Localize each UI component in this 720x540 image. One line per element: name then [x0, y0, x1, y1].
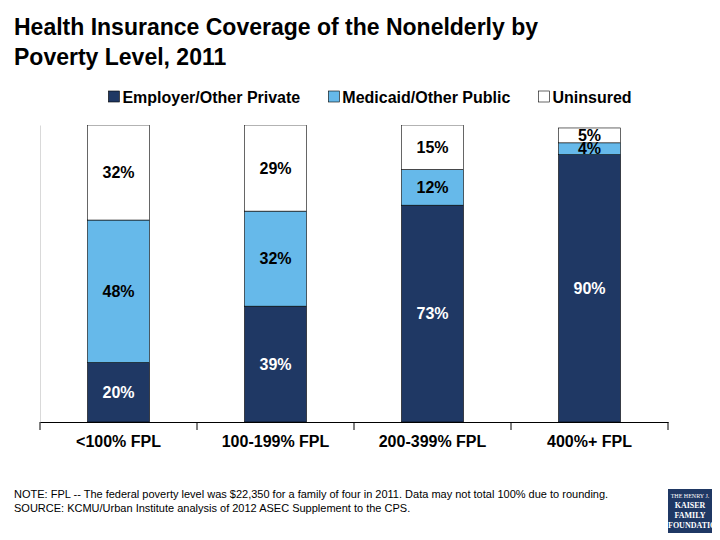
- bar-segment: [87, 363, 149, 422]
- note-line: SOURCE: KCMU/Urban Institute analysis of…: [14, 501, 654, 515]
- category-separators: [40, 422, 668, 430]
- x-tick-label: 200-399% FPL: [379, 433, 487, 450]
- chart-title: Health Insurance Coverage of the Nonelde…: [14, 12, 614, 72]
- bar-segment: [401, 205, 463, 422]
- x-tick-label: <100% FPL: [76, 433, 161, 450]
- x-axis: <100% FPL 100-199% FPL 200-399% FPL 400%+ F…: [41, 422, 669, 450]
- bars: [87, 125, 620, 422]
- data-label: 32%: [259, 250, 291, 267]
- bar-segment: [244, 211, 306, 306]
- data-label: 29%: [259, 160, 291, 177]
- logo-text: FAMILY: [668, 511, 712, 521]
- data-label: 12%: [416, 179, 448, 196]
- bar-segment: [87, 220, 149, 363]
- legend-swatch: [538, 91, 549, 102]
- logo-text: FOUNDATION: [668, 521, 712, 531]
- bar-segment: [401, 170, 463, 206]
- legend-label: Uninsured: [552, 89, 631, 106]
- legend-label: Medicaid/Other Public: [342, 89, 510, 106]
- legend-swatch: [108, 91, 119, 102]
- x-tick: 400%+ FPL: [547, 422, 632, 450]
- x-tick: 100-199% FPL: [222, 422, 330, 450]
- data-label: 39%: [259, 356, 291, 373]
- bar-segment: [244, 125, 306, 211]
- separator: [40, 422, 41, 430]
- data-label: 5%: [578, 127, 601, 144]
- data-label: 90%: [573, 280, 605, 297]
- x-tick-label: 100-199% FPL: [222, 433, 330, 450]
- logo-text: THE HENRY J.: [668, 491, 712, 501]
- data-label: 73%: [416, 305, 448, 322]
- separator: [354, 422, 355, 430]
- x-tick: <100% FPL: [76, 422, 161, 450]
- separator: [197, 422, 198, 430]
- y-axis-line: [40, 126, 41, 423]
- data-label: 32%: [102, 164, 134, 181]
- legend: Employer/Other Private Medicaid/Other Pub…: [108, 89, 631, 106]
- legend-item: Medicaid/Other Public: [328, 89, 510, 106]
- legend-swatch: [328, 91, 339, 102]
- x-tick-label: 400%+ FPL: [547, 433, 632, 450]
- legend-item: Uninsured: [538, 89, 631, 106]
- data-label: 20%: [102, 384, 134, 401]
- legend-item: Employer/Other Private: [108, 89, 300, 106]
- logo-text: KAISER: [668, 501, 712, 511]
- separator: [668, 422, 669, 430]
- legend-label: Employer/Other Private: [122, 89, 300, 106]
- x-tick: 200-399% FPL: [379, 422, 487, 450]
- bar-segment: [87, 125, 149, 220]
- data-label: 48%: [102, 283, 134, 300]
- separator: [511, 422, 512, 430]
- bar-segment: [244, 306, 306, 422]
- note-line: NOTE: FPL -- The federal poverty level w…: [14, 487, 654, 501]
- data-labels: 20%39%73%90%48%32%12%4%32%29%15%5%: [102, 127, 605, 401]
- data-label: 15%: [416, 139, 448, 156]
- notes: NOTE: FPL -- The federal poverty level w…: [14, 487, 654, 515]
- y-axis: [40, 126, 41, 423]
- bar-segment: [558, 155, 620, 422]
- bar-segment: [401, 125, 463, 170]
- logo: THE HENRY J.KAISERFAMILYFOUNDATION: [668, 489, 712, 533]
